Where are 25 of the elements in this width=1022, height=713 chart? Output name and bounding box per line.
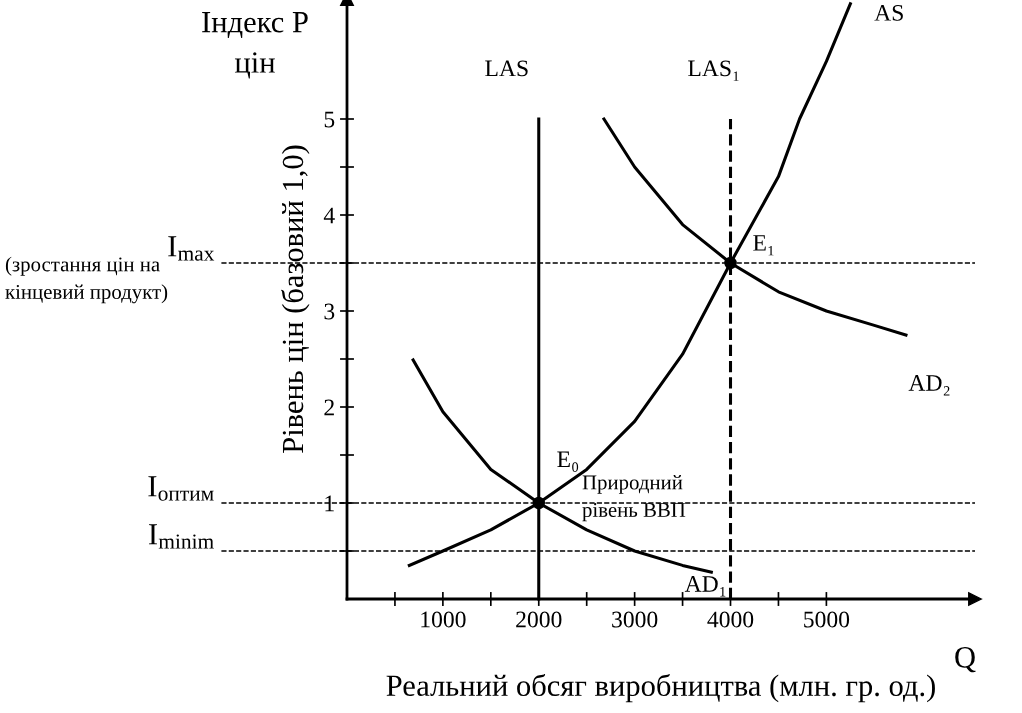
text: Індекс Р цін [202,12,308,79]
x-tick-label: 3000 [612,611,658,628]
x-tick-label: 5000 [804,611,850,628]
text: Q [955,647,976,673]
y-tick-label: 3 [324,303,335,320]
text: (зростання цін на кінцевий продукт) [5,256,168,304]
series-label: AD₁ [684,576,726,597]
annotation: E₁ [753,235,774,256]
annotation: Природний рівень ВВП [582,474,686,522]
y-tick-label: 5 [324,111,335,128]
series-label: AD₂ [908,375,950,396]
annotation: E₀ [557,451,579,472]
y-tick-label: 2 [324,399,334,416]
x-tick-label: 1000 [421,611,466,628]
ref-line-label: I$_{minim}$ [149,524,214,549]
y-tick-label: 4 [323,207,335,224]
series-label: AS [874,4,903,21]
x-tick-label: 2000 [516,611,562,628]
series-label: LAS [485,60,528,77]
ref-line-label: I$_{оптим}$ [148,476,214,501]
x-tick-label: 4000 [707,611,754,628]
x-axis-title: Реальний обсяг виробництва (млн. гр. од.) [386,673,935,703]
ref-line-label: I$_{max}$ [168,236,215,261]
y-axis-title: Рівень цін (базовий 1,0) [281,145,310,453]
series-label: LAS₁ [688,60,739,81]
